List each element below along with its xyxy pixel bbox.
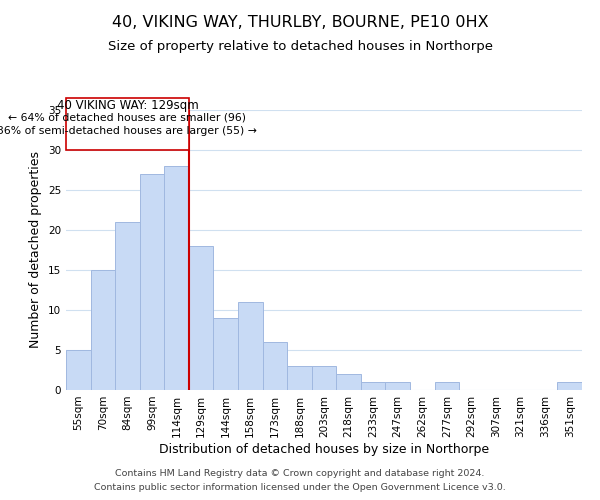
Bar (385, 382, 410, 390)
Bar (91, 270, 115, 390)
Bar (434, 382, 459, 390)
Bar (287, 366, 312, 390)
Bar (140, 174, 164, 390)
X-axis label: Distribution of detached houses by size in Northorpe: Distribution of detached houses by size … (159, 442, 489, 456)
Text: Contains HM Land Registry data © Crown copyright and database right 2024.: Contains HM Land Registry data © Crown c… (115, 468, 485, 477)
Bar (312, 366, 336, 390)
Bar (238, 302, 263, 390)
Bar (214, 318, 238, 390)
Text: 36% of semi-detached houses are larger (55) →: 36% of semi-detached houses are larger (… (0, 126, 257, 136)
Bar (361, 382, 385, 390)
Bar (336, 374, 361, 390)
Bar (66, 98, 189, 150)
Text: Contains public sector information licensed under the Open Government Licence v3: Contains public sector information licen… (94, 484, 506, 492)
Y-axis label: Number of detached properties: Number of detached properties (29, 152, 43, 348)
Text: Size of property relative to detached houses in Northorpe: Size of property relative to detached ho… (107, 40, 493, 53)
Text: 40, VIKING WAY, THURLBY, BOURNE, PE10 0HX: 40, VIKING WAY, THURLBY, BOURNE, PE10 0H… (112, 15, 488, 30)
Text: ← 64% of detached houses are smaller (96): ← 64% of detached houses are smaller (96… (8, 113, 247, 123)
Bar (557, 382, 582, 390)
Bar (189, 246, 214, 390)
Bar (164, 166, 189, 390)
Bar (263, 342, 287, 390)
Bar (115, 222, 140, 390)
Bar (66, 350, 91, 390)
Text: 40 VIKING WAY: 129sqm: 40 VIKING WAY: 129sqm (56, 100, 199, 112)
